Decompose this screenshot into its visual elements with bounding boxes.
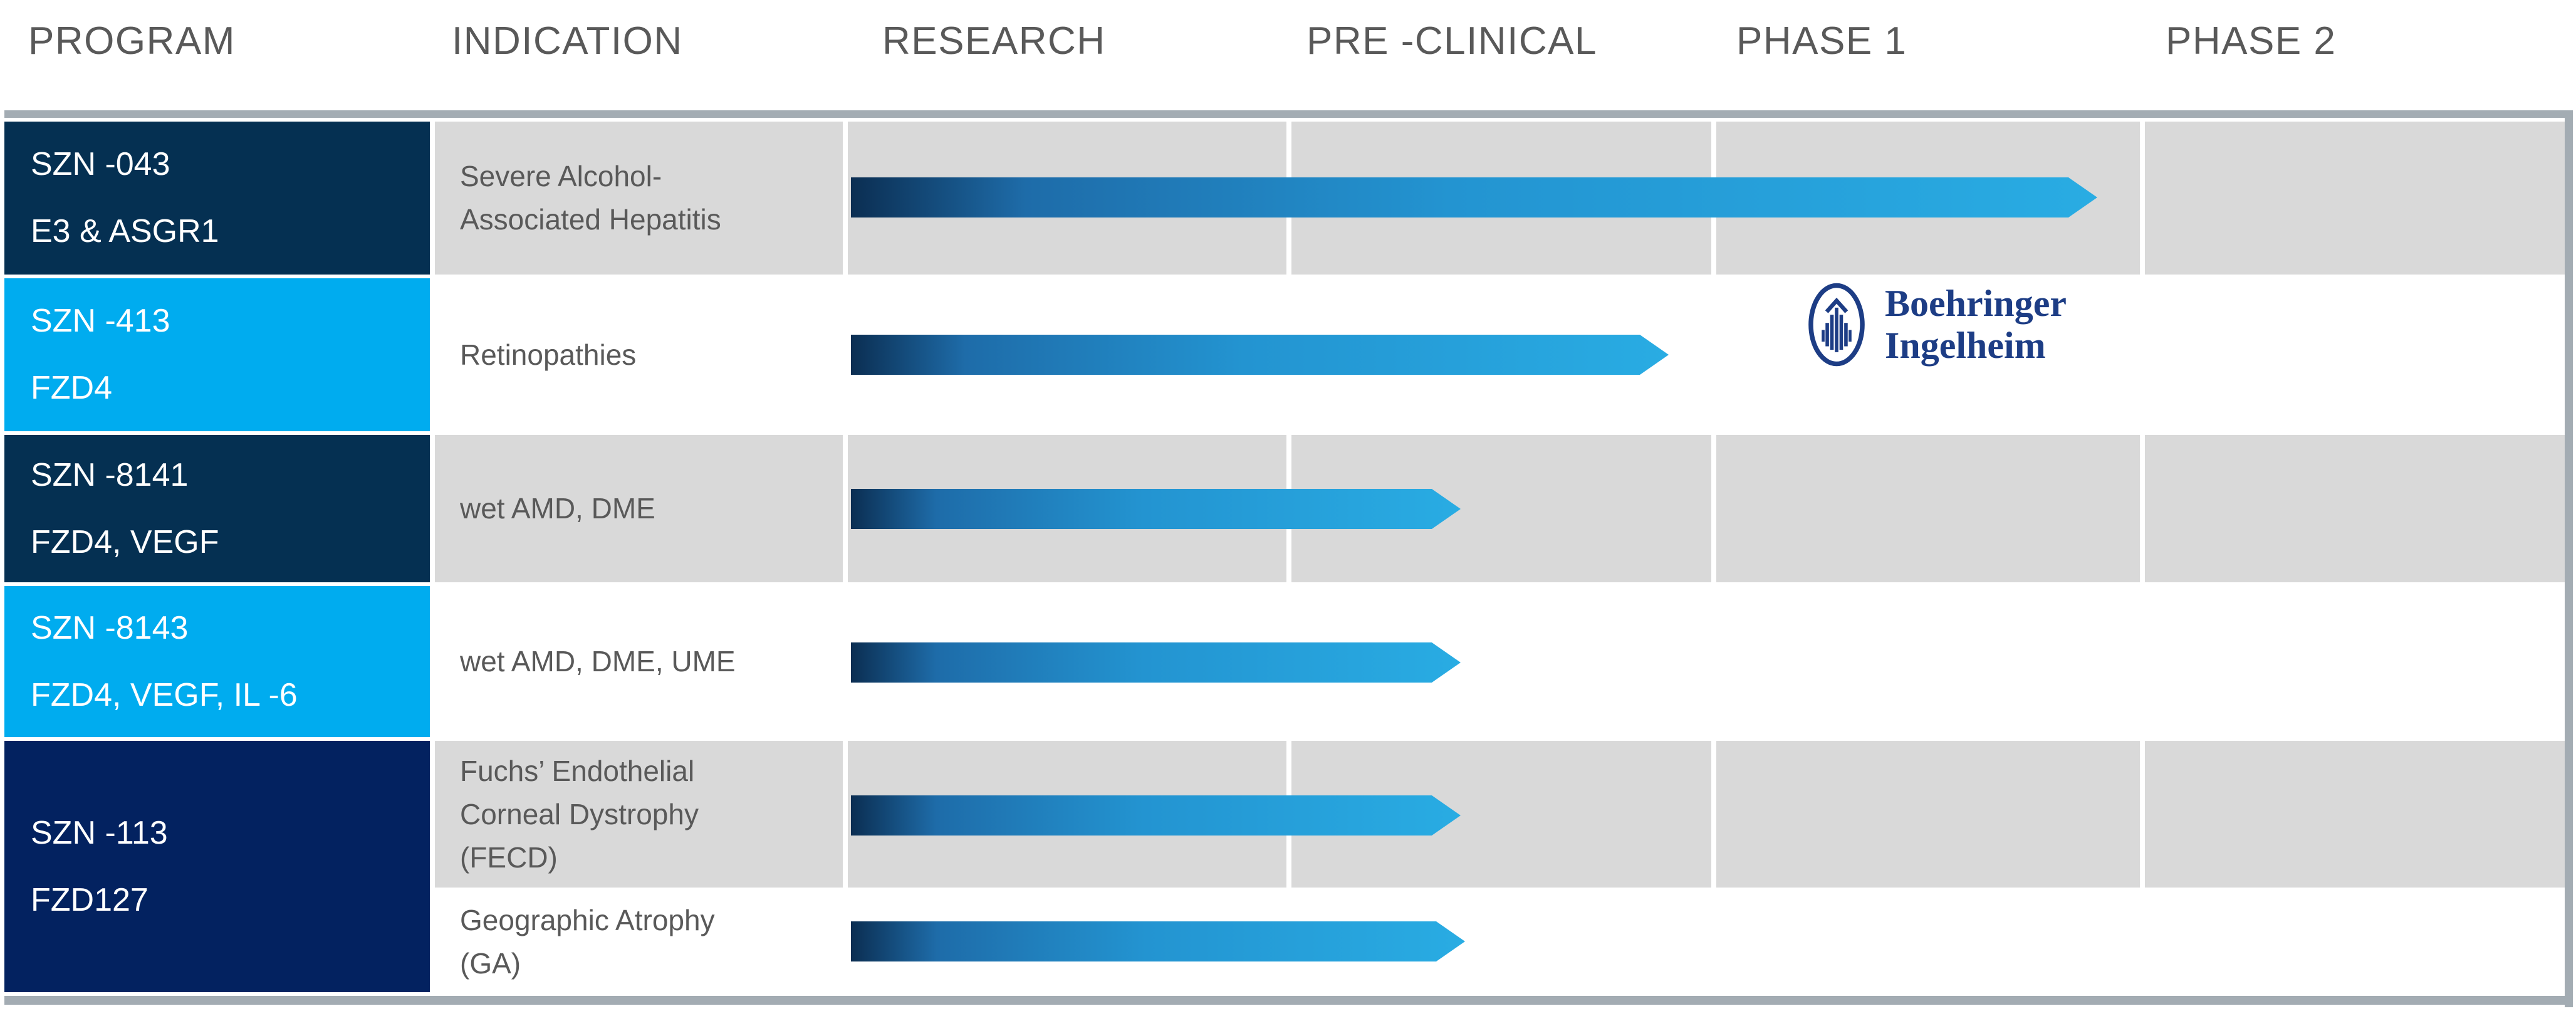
indication-cell-row2: Retinopathies <box>435 278 843 431</box>
progress-arrow-szn-8141 <box>851 489 1461 529</box>
program-code: SZN -043 <box>31 146 170 183</box>
row3-phase2-cell <box>2145 435 2565 582</box>
column-header-preclinical: PRE -CLINICAL <box>1306 19 1597 63</box>
indication-line: Severe Alcohol- <box>460 160 662 192</box>
column-header-indication: INDICATION <box>452 19 683 63</box>
program-cell-szn-8141: SZN -8141 FZD4, VEGF <box>4 435 430 582</box>
program-code: SZN -8143 <box>31 609 189 646</box>
indication-line: wet AMD, DME <box>460 492 655 525</box>
indication-line: wet AMD, DME, UME <box>460 645 736 678</box>
progress-arrow-szn-413 <box>851 335 1669 375</box>
program-code: SZN -413 <box>31 303 170 340</box>
program-target: FZD4, VEGF, IL -6 <box>31 676 298 713</box>
table-top-border <box>4 110 2565 118</box>
row4-phase1-cell <box>1716 586 2140 737</box>
row2-phase1-cell <box>1716 278 2140 431</box>
program-cell-szn-043: SZN -043 E3 & ASGR1 <box>4 122 430 275</box>
progress-arrow-szn-113-fecd <box>851 795 1461 836</box>
program-code: SZN -8141 <box>31 456 189 493</box>
indication-cell-row6: Geographic Atrophy (GA) <box>435 891 843 992</box>
row3-phase1-cell <box>1716 435 2140 582</box>
indication-cell-row4: wet AMD, DME, UME <box>435 586 843 737</box>
column-header-research: RESEARCH <box>882 19 1106 63</box>
indication-line: (FECD) <box>460 841 558 874</box>
program-code: SZN -113 <box>31 814 168 851</box>
indication-line: Retinopathies <box>460 338 637 371</box>
indication-line: Associated Hepatitis <box>460 203 721 236</box>
boehringer-ingelheim-logo: Boehringer Ingelheim <box>1807 281 2067 369</box>
progress-arrow-szn-043 <box>851 177 2097 217</box>
column-header-phase1: PHASE 1 <box>1736 19 1907 63</box>
indication-cell-row3: wet AMD, DME <box>435 435 843 582</box>
progress-arrow-szn-113-ga <box>851 921 1465 961</box>
row5-phase2-cell <box>2145 741 2565 888</box>
indication-line: Geographic Atrophy <box>460 903 715 936</box>
row6-phase2-cell <box>2145 891 2565 992</box>
program-cell-szn-8143: SZN -8143 FZD4, VEGF, IL -6 <box>4 586 430 737</box>
row5-phase1-cell <box>1716 741 2140 888</box>
progress-arrow-szn-8143 <box>851 642 1461 683</box>
boehringer-ingelheim-emblem-icon <box>1808 283 1865 367</box>
column-header-phase2: PHASE 2 <box>2166 19 2337 63</box>
indication-line: Fuchs’ Endothelial <box>460 754 695 787</box>
indication-line: Corneal Dystrophy <box>460 797 699 830</box>
table-bottom-border <box>4 996 2565 1005</box>
partner-name-line1: Boehringer <box>1885 282 2067 324</box>
program-target: FZD4, VEGF <box>31 523 219 560</box>
program-cell-szn-413: SZN -413 FZD4 <box>4 278 430 431</box>
program-target: FZD4 <box>31 370 112 406</box>
row2-phase2-cell <box>2145 278 2565 431</box>
partner-name-line2: Ingelheim <box>1885 325 2046 366</box>
boehringer-ingelheim-wordmark: Boehringer Ingelheim <box>1885 283 2067 367</box>
program-target: E3 & ASGR1 <box>31 213 219 249</box>
pipeline-table: SZN -043 E3 & ASGR1 Severe Alcohol- Asso… <box>4 110 2565 1005</box>
program-target: FZD127 <box>31 881 149 918</box>
row4-phase2-cell <box>2145 586 2565 737</box>
table-right-border <box>2565 110 2573 1007</box>
row1-phase2-cell <box>2145 122 2565 275</box>
column-header-program: PROGRAM <box>28 19 236 63</box>
indication-cell-row5: Fuchs’ Endothelial Corneal Dystrophy (FE… <box>435 741 843 888</box>
indication-line: (GA) <box>460 946 521 980</box>
indication-cell-row1: Severe Alcohol- Associated Hepatitis <box>435 122 843 275</box>
row6-phase1-cell <box>1716 891 2140 992</box>
program-cell-szn-113: SZN -113 FZD127 <box>4 741 430 992</box>
